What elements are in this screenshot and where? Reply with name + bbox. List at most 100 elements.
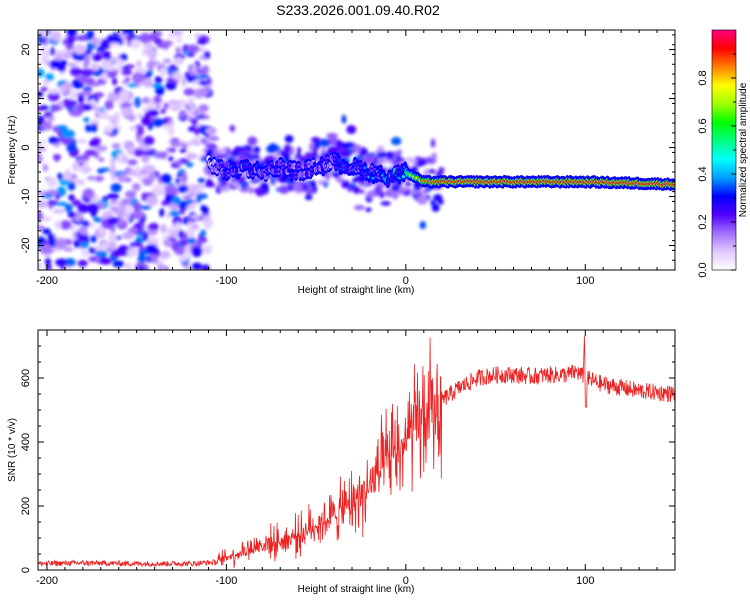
noise-blob xyxy=(56,125,68,132)
y-tick-label: -10 xyxy=(20,189,32,205)
noise-blob xyxy=(178,209,185,215)
noise-blob xyxy=(42,163,49,172)
transition-blob xyxy=(247,136,258,146)
noise-blob xyxy=(77,259,88,267)
noise-blob xyxy=(97,224,105,236)
noise-blob xyxy=(41,216,52,222)
x-tick-label: -100 xyxy=(215,275,237,287)
transition-blob xyxy=(241,180,248,190)
noise-blob xyxy=(191,246,203,258)
transition-blob xyxy=(284,134,294,143)
noise-blob xyxy=(55,238,68,249)
noise-blob xyxy=(67,211,77,218)
noise-blob xyxy=(194,135,204,143)
carrier-core xyxy=(276,170,281,173)
noise-blob xyxy=(132,182,141,192)
noise-blob xyxy=(155,104,161,110)
noise-blob xyxy=(95,175,104,182)
noise-blob xyxy=(185,161,194,168)
transition-blob xyxy=(396,149,403,155)
noise-blob xyxy=(137,255,148,264)
transition-blob xyxy=(305,186,314,195)
transition-blob xyxy=(380,201,391,206)
noise-blob xyxy=(127,115,136,122)
noise-blob xyxy=(38,146,47,152)
spectrogram-x-label: Height of straight line (km) xyxy=(298,285,415,296)
carrier-core xyxy=(226,171,231,175)
noise-blob xyxy=(41,228,51,235)
noise-blob xyxy=(133,148,145,157)
noise-blob xyxy=(114,111,120,123)
noise-blob xyxy=(130,38,141,49)
noise-blob xyxy=(200,204,207,212)
transition-blob xyxy=(296,146,302,156)
noise-blob xyxy=(186,204,196,210)
spectrogram-frame xyxy=(37,29,676,271)
noise-blob xyxy=(54,49,67,56)
noise-blob xyxy=(141,49,148,56)
noise-blob xyxy=(112,260,125,268)
noise-blob xyxy=(155,183,166,192)
carrier-core xyxy=(281,164,286,168)
transition-blob xyxy=(229,124,236,133)
noise-blob xyxy=(131,210,144,220)
noise-blob xyxy=(81,250,90,257)
transition-blob xyxy=(385,151,395,161)
noise-blob xyxy=(121,105,134,117)
noise-blob xyxy=(142,177,154,186)
carrier-core xyxy=(306,163,311,166)
noise-blob xyxy=(178,255,188,262)
noise-blob xyxy=(104,100,114,110)
noise-blob xyxy=(181,232,188,240)
noise-blob xyxy=(164,185,178,195)
noise-blob xyxy=(115,58,125,66)
noise-blob xyxy=(195,193,208,199)
noise-blob xyxy=(56,172,64,181)
noise-blob xyxy=(127,227,139,234)
x-tick-label: -200 xyxy=(36,275,58,287)
noise-blob xyxy=(101,71,108,81)
noise-blob xyxy=(160,173,172,184)
transition-blob xyxy=(416,195,428,205)
x-tick-label: 100 xyxy=(576,575,594,587)
noise-blob xyxy=(92,217,103,223)
colorbar-tick-label: 0.0 xyxy=(697,262,709,277)
noise-blob xyxy=(64,169,71,178)
noise-blob xyxy=(143,135,155,146)
noise-blob xyxy=(127,83,139,88)
noise-blob xyxy=(189,185,199,193)
noise-blob xyxy=(186,237,197,245)
noise-blob xyxy=(153,95,162,104)
colorbar-ticks: 0.0 0.2 0.4 0.6 0.8 xyxy=(697,53,736,278)
noise-blob xyxy=(160,67,167,77)
noise-blob xyxy=(77,203,89,214)
noise-blob xyxy=(49,60,62,69)
noise-blob xyxy=(171,196,181,205)
x-tick-label: 100 xyxy=(576,275,594,287)
noise-blob xyxy=(89,197,97,203)
transition-blob xyxy=(419,221,427,230)
noise-blob xyxy=(71,178,80,183)
noise-blob xyxy=(111,143,121,149)
noise-blob xyxy=(47,200,59,205)
transition-blob xyxy=(247,188,255,193)
transition-blob xyxy=(430,199,436,206)
y-tick-label: 200 xyxy=(20,497,32,515)
noise-blob xyxy=(174,57,184,65)
noise-blob xyxy=(175,46,182,55)
transition-blob xyxy=(231,181,240,188)
noise-blob xyxy=(126,247,138,257)
noise-blob xyxy=(39,243,52,255)
snr-x-label: Height of straight line (km) xyxy=(298,584,415,595)
noise-blob xyxy=(38,225,45,231)
carrier-core xyxy=(362,166,367,170)
noise-blob xyxy=(62,247,75,252)
transition-blob xyxy=(249,178,261,183)
noise-blob xyxy=(160,223,167,234)
noise-blob xyxy=(73,44,87,55)
noise-blob xyxy=(117,152,125,163)
transition-blob xyxy=(255,187,266,197)
noise-blob xyxy=(38,142,43,148)
